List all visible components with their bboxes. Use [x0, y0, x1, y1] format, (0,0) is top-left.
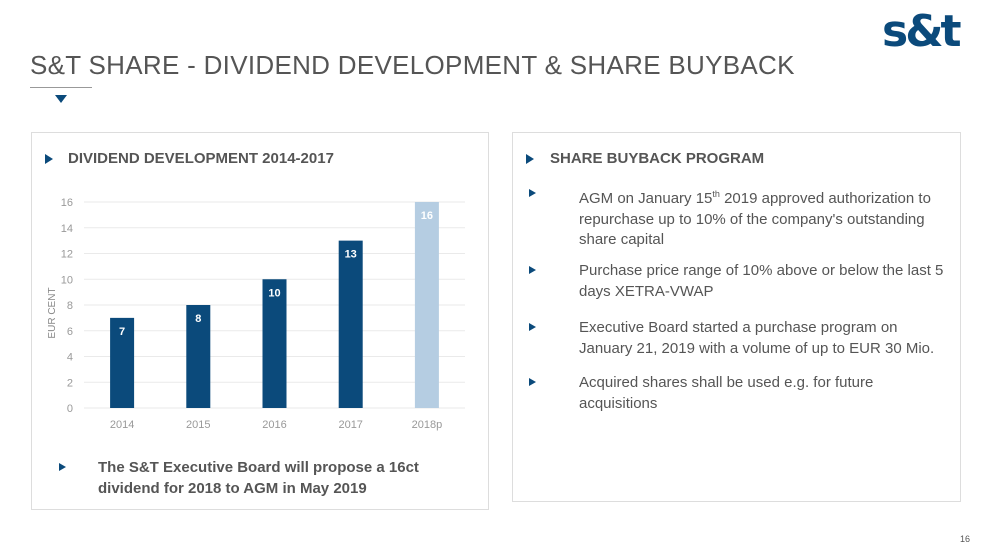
x-tick-label: 2014: [110, 419, 134, 431]
y-tick-label: 0: [67, 403, 73, 415]
y-tick-label: 6: [67, 326, 73, 338]
bullet-icon: [59, 463, 66, 471]
triangle-down-icon: [55, 95, 67, 103]
y-tick-label: 12: [61, 249, 73, 261]
item-text: AGM on January 15: [579, 190, 713, 207]
item-text: Purchase price range of 10% above or bel…: [579, 262, 944, 300]
y-tick-label: 8: [67, 300, 73, 312]
dividend-heading: DIVIDEND DEVELOPMENT 2014-2017: [68, 150, 334, 167]
buyback-item: Purchase price range of 10% above or bel…: [529, 261, 949, 302]
item-sup: th: [712, 189, 720, 199]
y-tick-label: 4: [67, 352, 73, 364]
data-label: 10: [268, 287, 280, 299]
buyback-heading: SHARE BUYBACK PROGRAM: [550, 150, 765, 167]
company-logo: s&t: [882, 6, 962, 57]
item-text: 2019 approved authorization to repurchas…: [579, 190, 931, 248]
bar: [338, 240, 363, 408]
bar: [414, 202, 439, 408]
bullet-icon: [526, 154, 534, 164]
y-tick-label: 14: [61, 223, 73, 235]
data-label: 16: [421, 210, 433, 222]
buyback-item: Acquired shares shall be used e.g. for f…: [529, 373, 949, 414]
item-text: Acquired shares shall be used e.g. for f…: [579, 374, 874, 412]
dividend-note: The S&T Executive Board will propose a 1…: [59, 458, 428, 499]
bullet-icon: [529, 266, 536, 274]
bullet-icon: [45, 154, 53, 164]
bar: [262, 279, 287, 408]
x-tick-label: 2016: [262, 419, 286, 431]
y-axis-label: EUR CENT: [47, 287, 58, 338]
bullet-icon: [529, 323, 536, 331]
dividend-chart: 0 2 4 6 8 10 12 14 16 EUR CENT 7 2014 8 2015 10 2016 13 2…: [47, 197, 465, 431]
dividend-note-text: The S&T Executive Board will propose a 1…: [98, 459, 419, 497]
page-number: 16: [959, 534, 970, 544]
bar: [110, 317, 135, 408]
buyback-item: Executive Board started a purchase progr…: [529, 318, 949, 359]
item-text: Executive Board started a purchase progr…: [579, 319, 935, 357]
bullet-icon: [529, 378, 536, 386]
x-tick-label: 2017: [338, 419, 362, 431]
page-title: S&T SHARE - DIVIDEND DEVELOPMENT & SHARE…: [30, 50, 795, 80]
dividend-panel: [31, 132, 489, 510]
data-label: 8: [195, 313, 201, 325]
buyback-item: AGM on January 15th 2019 approved author…: [529, 184, 949, 251]
x-tick-label: 2018p: [412, 419, 443, 431]
y-tick-label: 16: [61, 197, 73, 209]
title-underline: [30, 87, 92, 88]
buyback-panel: [512, 132, 961, 502]
y-tick-label: 10: [61, 274, 73, 286]
data-label: 13: [345, 249, 357, 261]
y-tick-label: 2: [67, 377, 73, 389]
data-label: 7: [119, 326, 125, 338]
bullet-icon: [529, 189, 536, 197]
x-tick-label: 2015: [186, 419, 210, 431]
bar: [186, 305, 211, 408]
